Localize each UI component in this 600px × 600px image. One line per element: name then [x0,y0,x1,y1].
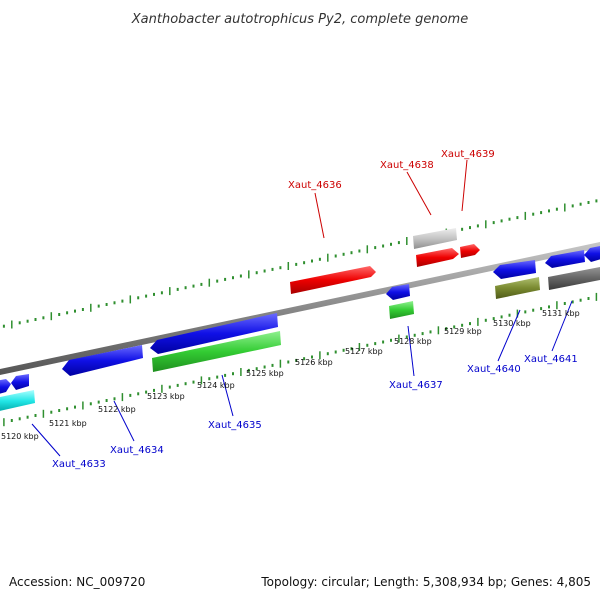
kbp-label: 5124 kbp [197,381,235,390]
label-leaders [31,159,573,457]
gene-blue-far-left[interactable] [0,379,11,395]
reverse-genes [0,245,600,412]
gene-xaut-4640[interactable] [495,277,540,299]
gene-blue-left-small[interactable] [11,374,29,390]
gene-labels: Xaut_4636 Xaut_4638 Xaut_4639 Xaut_4633 … [52,149,578,470]
kbp-label: 5125 kbp [246,369,284,378]
kbp-label: 5120 kbp [1,432,39,441]
kbp-label: 5123 kbp [147,392,185,401]
gene-xaut-4641-blue[interactable] [545,250,585,268]
label-xaut-4633[interactable]: Xaut_4633 [52,459,106,470]
kbp-label: 5121 kbp [49,419,87,428]
label-xaut-4637[interactable]: Xaut_4637 [389,380,443,391]
leader-xaut-4640 [497,309,521,362]
kbp-label: 5122 kbp [98,405,136,414]
map-title: Xanthobacter autotrophicus Py2, complete… [131,12,468,27]
label-xaut-4634[interactable]: Xaut_4634 [110,445,164,456]
kbp-scale-labels: 5120 kbp 5121 kbp 5122 kbp 5123 kbp 5124… [1,309,580,441]
label-xaut-4639[interactable]: Xaut_4639 [441,149,495,160]
gene-xaut-4638-grey[interactable] [413,228,457,249]
accession-text: Accession: NC_009720 [9,575,145,589]
gene-xaut-4635-blue[interactable] [150,313,278,354]
forward-tick-track [2,199,598,329]
genome-backbone [0,242,600,375]
gene-xaut-4634[interactable] [62,345,143,376]
gene-xaut-4639[interactable] [460,244,480,258]
forward-genes [290,228,480,294]
label-xaut-4636[interactable]: Xaut_4636 [288,180,342,191]
leader-xaut-4637 [407,325,415,377]
gene-xaut-4637[interactable] [389,301,414,319]
reverse-tick-track [3,292,598,427]
leader-xaut-4636 [314,192,325,239]
leader-xaut-4639 [461,159,468,212]
leader-xaut-4638 [406,171,432,216]
gene-xaut-4637-blue[interactable] [386,284,410,300]
label-xaut-4638[interactable]: Xaut_4638 [380,160,434,171]
kbp-label: 5129 kbp [444,327,482,336]
leader-xaut-4633 [31,423,61,457]
gene-xaut-4635[interactable] [152,331,281,372]
leader-xaut-4635 [221,374,234,417]
gene-cyan[interactable] [0,390,35,412]
gene-xaut-4636[interactable] [290,266,376,294]
gene-xaut-4638[interactable] [416,248,459,267]
leader-xaut-4641 [551,300,573,352]
kbp-label: 5126 kbp [295,358,333,367]
label-xaut-4641[interactable]: Xaut_4641 [524,354,578,365]
label-xaut-4635[interactable]: Xaut_4635 [208,420,262,431]
leader-xaut-4634 [113,400,135,442]
kbp-label: 5127 kbp [345,347,383,356]
kbp-label: 5131 kbp [542,309,580,318]
gene-xaut-4640-blue[interactable] [493,260,536,279]
kbp-label: 5130 kbp [493,319,531,328]
kbp-label: 5128 kbp [394,337,432,346]
gene-xaut-4641[interactable] [548,266,600,290]
gene-blue-far-right[interactable] [584,245,600,262]
genome-summary-text: Topology: circular; Length: 5,308,934 bp… [260,575,591,589]
label-xaut-4640[interactable]: Xaut_4640 [467,364,521,375]
